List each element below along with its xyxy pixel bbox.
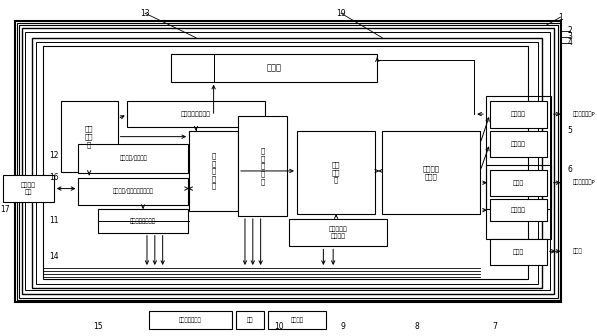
Text: 6: 6	[568, 165, 573, 174]
Text: 14: 14	[49, 252, 59, 261]
Text: 安全控制: 安全控制	[511, 141, 526, 147]
Text: 安
全
处
理
机: 安 全 处 理 机	[211, 153, 216, 190]
Bar	[238, 116, 287, 216]
Bar	[19, 25, 558, 298]
Bar	[289, 219, 387, 246]
Bar	[382, 131, 480, 214]
Text: 4: 4	[568, 38, 573, 47]
Text: 3: 3	[568, 32, 573, 41]
Text: 9: 9	[340, 322, 346, 331]
Text: 8: 8	[414, 322, 419, 331]
Text: 可信计算机核心板: 可信计算机核心板	[130, 218, 156, 224]
Text: 1: 1	[558, 12, 563, 22]
Bar	[490, 131, 547, 157]
Bar	[490, 199, 547, 221]
Bar	[17, 23, 559, 300]
Text: 外部网络接口P: 外部网络接口P	[573, 180, 596, 185]
Text: 加密算法: 加密算法	[511, 207, 526, 213]
Bar	[236, 311, 264, 329]
Text: 11: 11	[49, 216, 59, 225]
Bar	[486, 96, 550, 209]
Text: 主控单元/安全控制机核心板: 主控单元/安全控制机核心板	[113, 189, 153, 194]
Text: 安全处理机核心板: 安全处理机核心板	[181, 111, 211, 117]
Text: 安
全
处
理
机: 安 全 处 理 机	[260, 148, 264, 184]
Bar	[26, 32, 550, 291]
Text: 外设口: 外设口	[573, 249, 583, 254]
Text: 实时内存
与外存: 实时内存 与外存	[423, 165, 439, 179]
Text: 总线: 总线	[247, 317, 253, 323]
Bar	[297, 131, 376, 214]
Bar	[189, 131, 238, 211]
Bar	[78, 143, 188, 173]
Text: 安全注入
装置: 安全注入 装置	[21, 182, 36, 195]
Text: 7: 7	[493, 322, 497, 331]
Bar	[490, 170, 547, 197]
Text: 显示屏: 显示屏	[267, 64, 282, 73]
Bar	[486, 165, 550, 239]
Text: 通信
处理
机: 通信 处理 机	[332, 162, 340, 183]
Text: 硬件及固件
更新控制: 硬件及固件 更新控制	[329, 226, 347, 239]
Text: 存储总线: 存储总线	[290, 317, 303, 323]
Bar	[127, 101, 264, 127]
Bar	[36, 42, 538, 284]
Bar	[78, 178, 188, 205]
Bar	[149, 311, 232, 329]
Text: 版本控制/配置管理: 版本控制/配置管理	[119, 156, 147, 161]
Text: 外部网络控制板: 外部网络控制板	[179, 317, 202, 323]
Bar	[490, 239, 547, 265]
Text: 16: 16	[49, 173, 59, 182]
Bar	[21, 28, 553, 294]
Bar	[171, 54, 377, 82]
Text: 用户主机: 用户主机	[511, 112, 526, 117]
Text: 存储器: 存储器	[513, 249, 524, 255]
Bar	[32, 38, 542, 288]
Text: 15: 15	[93, 322, 103, 331]
Text: 12: 12	[49, 151, 59, 160]
Bar	[43, 46, 528, 279]
Text: 13: 13	[140, 9, 150, 18]
Bar	[490, 101, 547, 128]
Bar	[15, 21, 561, 302]
Bar	[98, 209, 188, 233]
Text: 安全
处理
机: 安全 处理 机	[85, 126, 93, 148]
Text: 内部网络接口P: 内部网络接口P	[573, 111, 596, 117]
Text: 2: 2	[568, 26, 573, 35]
Text: 5: 5	[568, 126, 573, 135]
Bar	[267, 311, 327, 329]
Text: 17: 17	[0, 205, 10, 214]
Text: 19: 19	[336, 9, 346, 18]
Bar	[61, 101, 118, 172]
Text: 加密机: 加密机	[513, 180, 524, 186]
Bar	[3, 175, 54, 202]
Text: 10: 10	[275, 322, 284, 331]
